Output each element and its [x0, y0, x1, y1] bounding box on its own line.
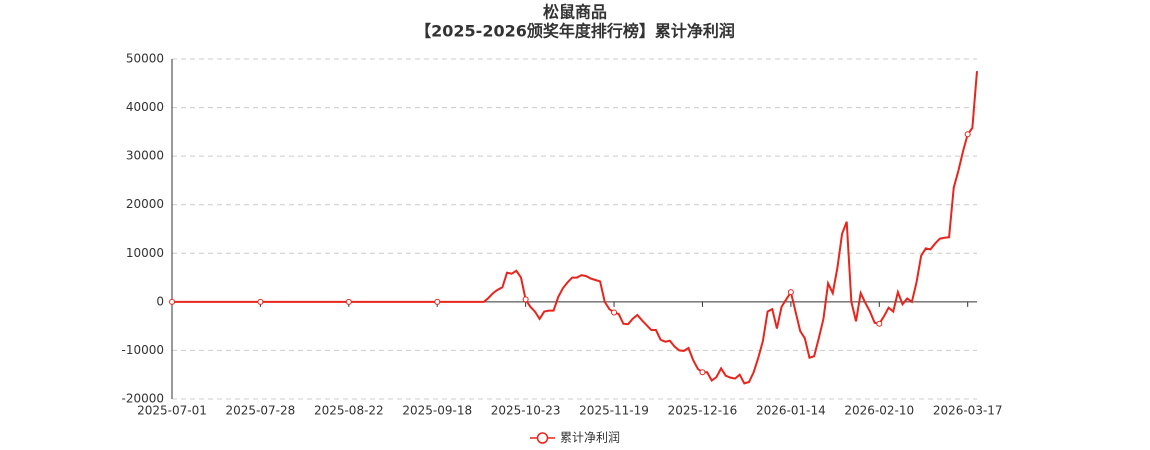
- legend-marker: [536, 432, 549, 444]
- legend-label: 累计净利润: [560, 431, 620, 445]
- x-tick-label: 2025-11-19: [579, 404, 649, 418]
- data-point: [169, 298, 175, 305]
- line-series: [172, 71, 978, 385]
- y-tick-label: -10000: [121, 343, 164, 357]
- data-point: [257, 298, 264, 305]
- x-tick-label: 2025-10-23: [491, 404, 561, 418]
- x-tick-label: 2026-03-17: [933, 404, 1003, 418]
- x-tick-label: 2025-09-18: [402, 404, 472, 418]
- x-tick-label: 2025-08-22: [314, 404, 384, 418]
- chart-subtitle: 【2025-2026颁奖年度排行榜】累计净利润: [415, 22, 735, 41]
- x-tick-label: 2026-01-14: [756, 404, 826, 418]
- x-tick-label: 2025-12-16: [668, 404, 738, 418]
- y-tick-label: 40000: [126, 100, 164, 114]
- data-point: [434, 298, 441, 305]
- data-point: [787, 289, 794, 296]
- y-tick-label: 10000: [126, 246, 164, 260]
- y-tick-label: 0: [156, 294, 164, 308]
- chart-title: 松鼠商品: [543, 3, 607, 22]
- data-point: [522, 296, 529, 303]
- x-tick-label: 2025-07-28: [226, 404, 296, 418]
- data-point: [876, 320, 883, 327]
- data-point: [699, 369, 706, 376]
- data-point: [345, 298, 352, 305]
- x-tick-label: 2025-07-01: [137, 404, 207, 418]
- y-tick-label: 30000: [126, 149, 164, 163]
- data-point: [964, 131, 971, 138]
- y-tick-label: -20000: [121, 392, 164, 406]
- data-point: [611, 309, 618, 316]
- x-tick-label: 2026-02-10: [844, 404, 914, 418]
- y-tick-label: 20000: [126, 197, 164, 211]
- y-tick-label: 50000: [126, 52, 164, 66]
